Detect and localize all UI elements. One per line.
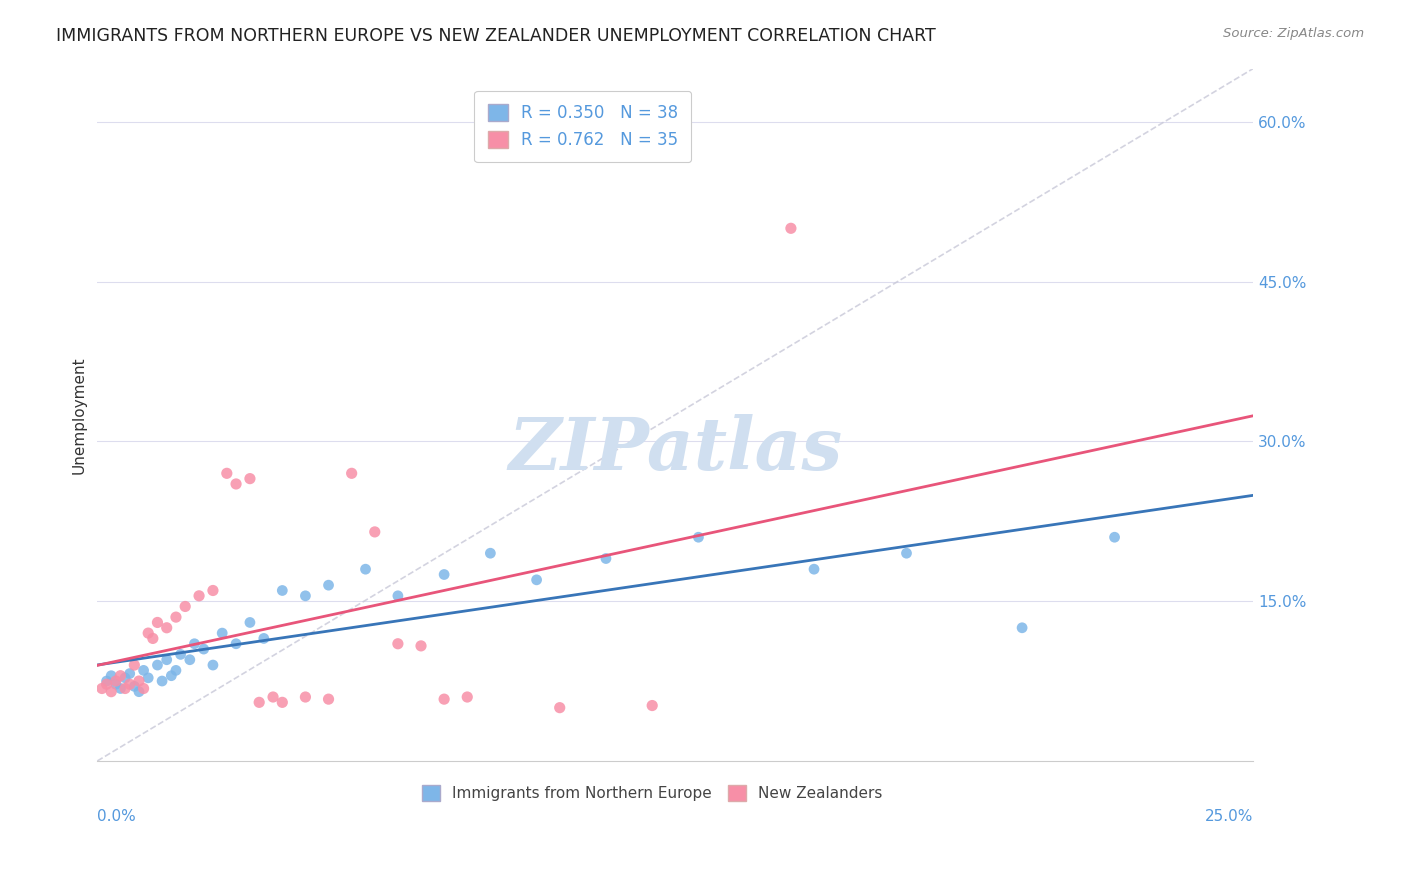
Point xyxy=(96,673,118,688)
Point xyxy=(433,567,456,582)
Text: IMMIGRANTS FROM NORTHERN EUROPE VS NEW ZEALANDER UNEMPLOYMENT CORRELATION CHART: IMMIGRANTS FROM NORTHERN EUROPE VS NEW Z… xyxy=(56,27,936,45)
Y-axis label: Unemployment: Unemployment xyxy=(72,356,86,474)
Point xyxy=(91,681,114,696)
Point xyxy=(201,583,224,598)
Point xyxy=(156,653,179,667)
Point xyxy=(169,648,191,662)
Point xyxy=(128,673,150,688)
Point xyxy=(364,524,387,539)
Point xyxy=(188,589,211,603)
Point xyxy=(780,221,803,235)
Point xyxy=(160,669,183,683)
Point xyxy=(150,673,173,688)
Point xyxy=(118,677,141,691)
Point xyxy=(201,658,224,673)
Point xyxy=(110,681,132,696)
Point xyxy=(456,690,478,704)
Text: Source: ZipAtlas.com: Source: ZipAtlas.com xyxy=(1223,27,1364,40)
Point xyxy=(387,589,409,603)
Point xyxy=(354,562,377,576)
Point xyxy=(165,610,187,624)
Point xyxy=(215,467,238,481)
Point xyxy=(104,677,127,691)
Point xyxy=(142,632,165,646)
Point xyxy=(100,684,122,698)
Point xyxy=(146,615,169,630)
Point xyxy=(96,677,118,691)
Point xyxy=(803,562,825,576)
Point xyxy=(104,673,127,688)
Point xyxy=(183,637,205,651)
Point xyxy=(132,681,155,696)
Point xyxy=(225,637,247,651)
Point xyxy=(526,573,548,587)
Point xyxy=(239,615,262,630)
Point xyxy=(118,666,141,681)
Point xyxy=(1104,530,1126,544)
Point xyxy=(262,690,284,704)
Point xyxy=(193,642,215,657)
Point xyxy=(479,546,502,560)
Legend: Immigrants from Northern Europe, New Zealanders: Immigrants from Northern Europe, New Zea… xyxy=(415,778,890,809)
Point xyxy=(318,578,340,592)
Point xyxy=(548,700,571,714)
Point xyxy=(409,639,432,653)
Point xyxy=(225,477,247,491)
Point xyxy=(124,679,146,693)
Point xyxy=(179,653,201,667)
Point xyxy=(271,583,294,598)
Point xyxy=(165,664,187,678)
Point xyxy=(294,690,316,704)
Point xyxy=(114,671,136,685)
Point xyxy=(641,698,664,713)
Point xyxy=(294,589,316,603)
Point xyxy=(387,637,409,651)
Point xyxy=(132,664,155,678)
Point xyxy=(174,599,197,614)
Text: 25.0%: 25.0% xyxy=(1205,809,1253,824)
Point xyxy=(128,684,150,698)
Point xyxy=(156,621,179,635)
Point xyxy=(340,467,363,481)
Point xyxy=(433,692,456,706)
Point xyxy=(136,671,159,685)
Point xyxy=(114,681,136,696)
Point xyxy=(239,472,262,486)
Point xyxy=(100,669,122,683)
Point xyxy=(146,658,169,673)
Text: ZIPatlas: ZIPatlas xyxy=(508,414,842,485)
Point xyxy=(253,632,276,646)
Point xyxy=(318,692,340,706)
Point xyxy=(110,669,132,683)
Text: 0.0%: 0.0% xyxy=(97,809,136,824)
Point xyxy=(595,551,617,566)
Point xyxy=(136,626,159,640)
Point xyxy=(688,530,710,544)
Point xyxy=(211,626,233,640)
Point xyxy=(896,546,918,560)
Point xyxy=(271,695,294,709)
Point xyxy=(1011,621,1033,635)
Point xyxy=(124,658,146,673)
Point xyxy=(247,695,270,709)
